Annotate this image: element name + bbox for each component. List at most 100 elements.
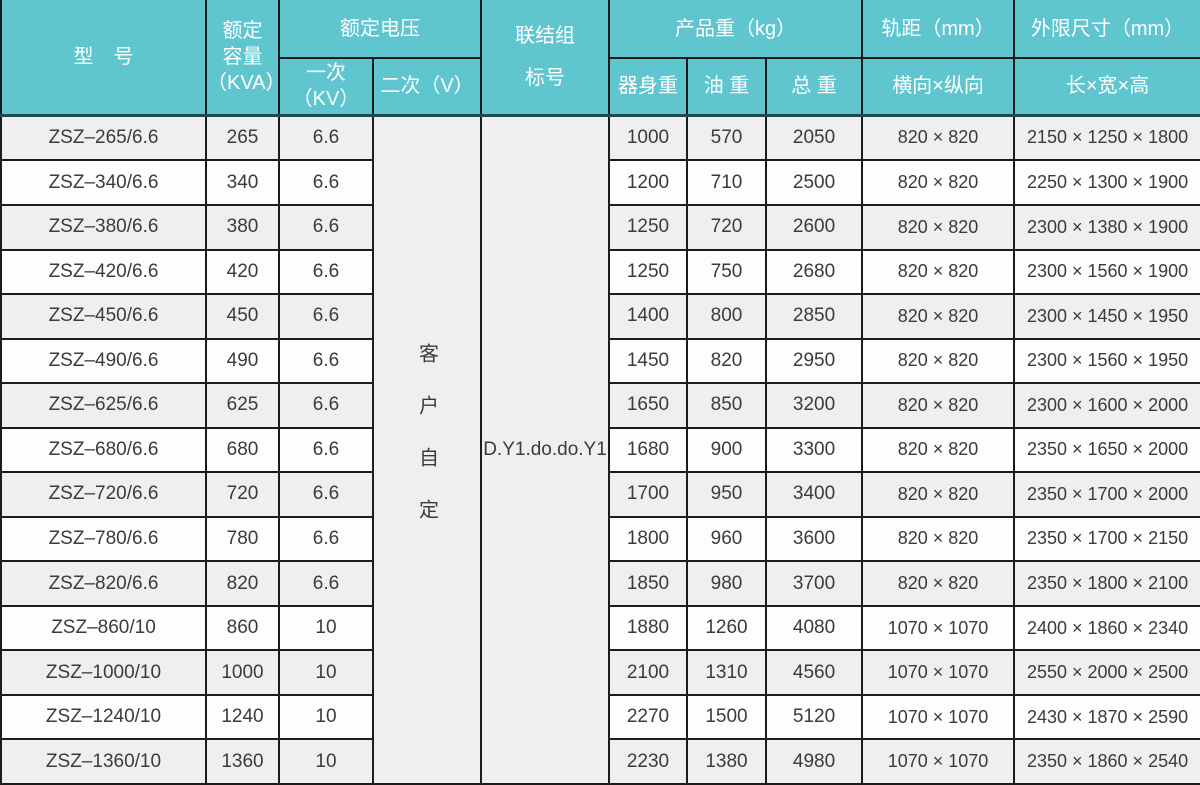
model-cell: ZSZ–490/6.6 [0,337,207,385]
body-weight-cell: 1400 [608,293,688,340]
table-row: ZSZ–1000/10 1000 10 2100 1310 4560 1070 … [0,649,1200,696]
primary-kv-cell: 6.6 [278,426,374,474]
model-cell: ZSZ–860/10 [0,604,207,652]
capacity-cell: 1360 [205,738,280,785]
table-row: ZSZ–1360/10 1360 10 2230 1380 4980 1070 … [0,738,1200,785]
model-cell: ZSZ–450/6.6 [0,293,207,340]
dimensions-cell: 2300 × 1450 × 1950 [1013,293,1200,340]
oil-weight-cell: 980 [686,560,767,607]
primary-kv-cell: 10 [278,693,374,741]
primary-kv-cell: 6.6 [278,159,374,206]
oil-weight-cell: 820 [686,337,767,385]
oil-weight-cell: 960 [686,515,767,563]
body-weight-cell: 2230 [608,738,688,785]
capacity-cell: 780 [205,515,280,563]
gauge-cell: 820 × 820 [861,337,1016,385]
model-cell: ZSZ–1240/10 [0,693,207,741]
oil-weight-cell: 1310 [686,649,767,696]
body-weight-cell: 1700 [608,471,688,518]
dimensions-cell: 2550 × 2000 × 2500 [1013,649,1200,696]
primary-kv-cell: 10 [278,738,374,785]
model-cell: ZSZ–680/6.6 [0,426,207,474]
total-weight-cell: 4980 [764,738,864,785]
capacity-cell: 680 [205,426,280,474]
primary-kv-cell: 6.6 [278,293,374,340]
dimensions-cell: 2300 × 1600 × 2000 [1013,382,1200,429]
dimensions-cell: 2400 × 1860 × 2340 [1013,604,1200,652]
gauge-cell: 820 × 820 [861,293,1016,340]
header-connection-line2: 标号 [525,66,565,89]
total-weight-cell: 3700 [764,560,864,607]
total-weight-cell: 3600 [764,515,864,563]
gauge-cell: 820 × 820 [861,382,1016,429]
total-weight-cell: 3300 [764,426,864,474]
gauge-cell: 820 × 820 [861,471,1016,518]
total-weight-cell: 2950 [764,337,864,385]
capacity-cell: 380 [205,203,280,251]
secondary-voltage-merged-cell: 客户自定 [372,113,482,785]
capacity-cell: 265 [205,113,280,162]
dimensions-cell: 2300 × 1560 × 1900 [1013,248,1200,296]
table-row: ZSZ–780/6.6 780 6.6 1800 960 3600 820 × … [0,515,1200,563]
table-row: ZSZ–380/6.6 380 6.6 1250 720 2600 820 × … [0,203,1200,251]
table-row: ZSZ–340/6.6 340 6.6 1200 710 2500 820 × … [0,159,1200,206]
header-oil-weight: 油 重 [686,58,767,116]
primary-kv-cell: 6.6 [278,515,374,563]
total-weight-cell: 2500 [764,159,864,206]
gauge-cell: 1070 × 1070 [861,738,1016,785]
table-row: ZSZ–420/6.6 420 6.6 1250 750 2680 820 × … [0,248,1200,296]
oil-weight-cell: 720 [686,203,767,251]
gauge-cell: 820 × 820 [861,248,1016,296]
primary-kv-cell: 10 [278,604,374,652]
header-primary-voltage: 一次 （KV） [278,58,374,116]
primary-kv-cell: 6.6 [278,248,374,296]
oil-weight-cell: 1260 [686,604,767,652]
capacity-cell: 490 [205,337,280,385]
body-weight-cell: 1450 [608,337,688,385]
body-weight-cell: 1800 [608,515,688,563]
table-row: ZSZ–680/6.6 680 6.6 1680 900 3300 820 × … [0,426,1200,474]
table-row: ZSZ–860/10 860 10 1880 1260 4080 1070 × … [0,604,1200,652]
connection-group-merged-cell: D.Y1.do.do.Y1 [480,113,610,785]
header-connection-group-label: 联结组 标号 [480,0,610,116]
secondary-voltage-value: 客户自定 [415,342,438,551]
dimensions-cell: 2430 × 1870 × 2590 [1013,693,1200,741]
total-weight-cell: 4560 [764,649,864,696]
model-cell: ZSZ–820/6.6 [0,560,207,607]
body-weight-cell: 1250 [608,203,688,251]
dimensions-cell: 2350 × 1700 × 2000 [1013,471,1200,518]
body-weight-cell: 1000 [608,113,688,162]
model-cell: ZSZ–1360/10 [0,738,207,785]
header-rated-capacity: 额定 容量 （KVA） [205,0,280,116]
table-row: ZSZ–265/6.6 265 6.6 客户自定 D.Y1.do.do.Y1 1… [0,113,1200,785]
dimensions-cell: 2300 × 1560 × 1950 [1013,337,1200,385]
gauge-cell: 820 × 820 [861,203,1016,251]
table-row: ZSZ–820/6.6 820 6.6 1850 980 3700 820 × … [0,560,1200,607]
header-total-weight: 总 重 [764,58,864,116]
oil-weight-cell: 1500 [686,693,767,741]
capacity-cell: 720 [205,471,280,518]
body-weight-cell: 1680 [608,426,688,474]
header-row-sub: 一次 （KV） 二次（V） 器身重 油 重 总 重 横向×纵向 长×宽×高 [1,58,1200,116]
total-weight-cell: 2680 [764,248,864,296]
dimensions-cell: 2350 × 1860 × 2540 [1013,738,1200,785]
gauge-cell: 1070 × 1070 [861,649,1016,696]
oil-weight-cell: 750 [686,248,767,296]
gauge-cell: 820 × 820 [861,560,1016,607]
capacity-cell: 1000 [205,649,280,696]
total-weight-cell: 4080 [764,604,864,652]
primary-kv-cell: 6.6 [278,382,374,429]
header-secondary-voltage: 二次（V） [372,58,482,116]
oil-weight-cell: 800 [686,293,767,340]
primary-kv-cell: 6.6 [278,471,374,518]
model-cell: ZSZ–780/6.6 [0,515,207,563]
total-weight-cell: 2600 [764,203,864,251]
header-connection-line1: 联结组 [515,24,575,47]
gauge-cell: 820 × 820 [861,515,1016,563]
capacity-cell: 420 [205,248,280,296]
table-row: ZSZ–625/6.6 625 6.6 1650 850 3200 820 × … [0,382,1200,429]
header-row-top: 型 号 额定 容量 （KVA） 额定电压 联结组 标号 产品重（kg） 轨距（m… [0,0,1200,116]
gauge-cell: 820 × 820 [861,426,1016,474]
body-weight-cell: 1850 [608,560,688,607]
